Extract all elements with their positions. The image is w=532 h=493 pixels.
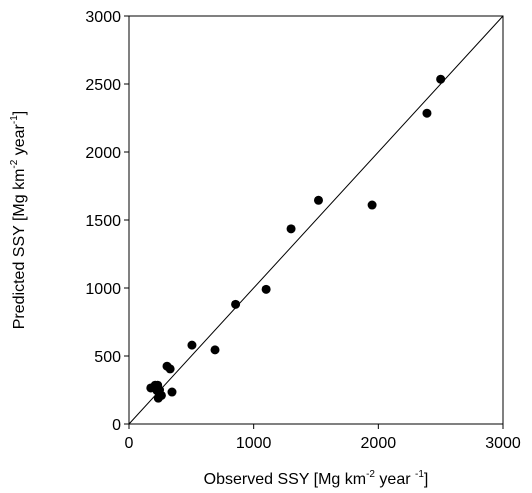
data-point (422, 108, 432, 118)
y-tick-label: 0 (112, 417, 121, 434)
x-tick-label: 1000 (236, 435, 272, 452)
data-point (367, 200, 377, 210)
x-axis-label-mid: year (375, 471, 415, 488)
y-tick-label: 500 (94, 349, 121, 366)
y-tick-label: 2000 (85, 145, 121, 162)
y-axis-label-sup2: -1 (9, 115, 20, 124)
y-axis-label-sup1: -2 (9, 159, 20, 168)
x-axis-label-end: ] (424, 471, 428, 488)
x-tick-label: 0 (125, 435, 134, 452)
data-points (146, 74, 446, 403)
y-tick-label: 3000 (85, 9, 121, 26)
x-tick-label: 2000 (361, 435, 397, 452)
data-point (156, 390, 166, 400)
identity-line (128, 15, 504, 425)
x-axis: 0 1000 2000 3000 (125, 424, 521, 452)
data-point (167, 387, 177, 397)
data-point (436, 74, 446, 84)
x-axis-label-base: Observed SSY [Mg km (204, 471, 366, 488)
y-tick-label: 1000 (85, 281, 121, 298)
y-axis-label-end: ] (11, 111, 28, 115)
data-point (210, 345, 220, 355)
x-axis-label: Observed SSY [Mg km-2 year -1] (204, 469, 429, 488)
y-axis-label-base: Predicted SSY [Mg km (11, 169, 28, 330)
data-point (187, 340, 197, 350)
data-point (231, 299, 241, 309)
data-point (261, 284, 271, 294)
y-axis-label: Predicted SSY [Mg km-2 year-1] (9, 111, 28, 330)
data-point (286, 224, 296, 234)
y-tick-label: 2500 (85, 77, 121, 94)
x-axis-label-sup1: -2 (366, 469, 375, 480)
y-tick-label: 1500 (85, 213, 121, 230)
y-axis-label-mid: year (11, 123, 28, 159)
y-axis: 0 500 1000 1500 2000 2500 3000 (85, 9, 129, 434)
x-axis-label-sup2: -1 (415, 469, 424, 480)
x-tick-label: 3000 (485, 435, 521, 452)
data-point (165, 364, 175, 374)
data-point (313, 195, 323, 205)
